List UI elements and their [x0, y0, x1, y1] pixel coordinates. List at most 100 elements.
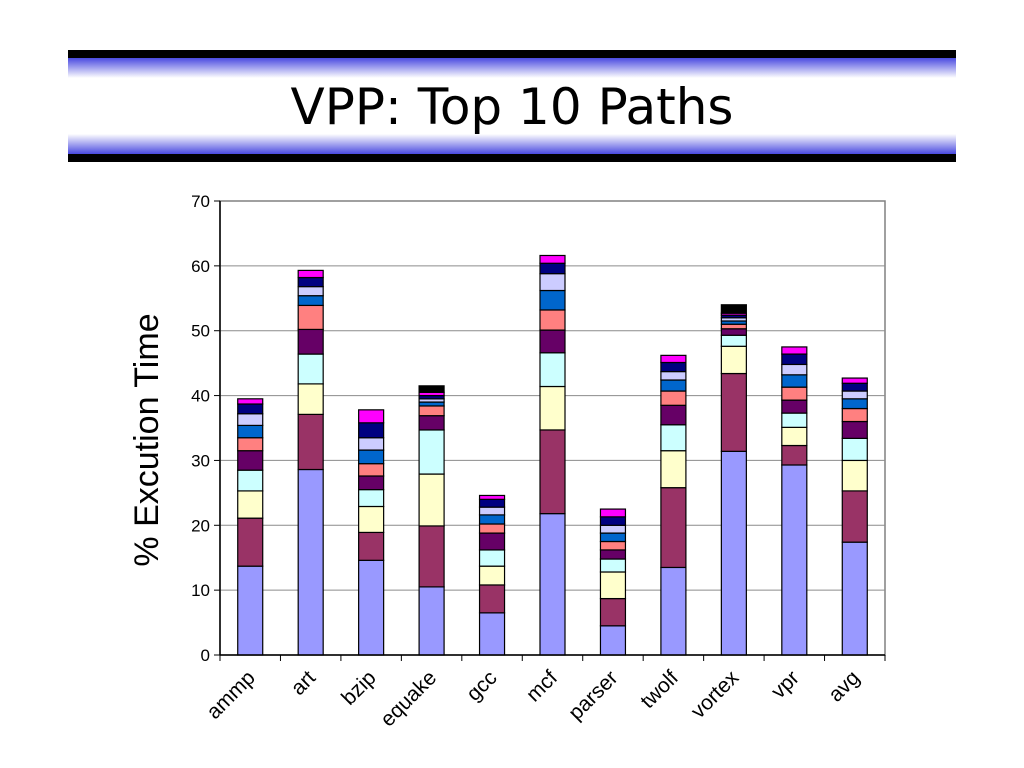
bar-segment [781, 363, 808, 376]
bar-segment [660, 361, 687, 373]
bar-segment [841, 541, 868, 656]
bar-stack-gcc [478, 494, 506, 656]
y-axis-label: % Excution Time [128, 313, 166, 566]
bar-segment [297, 413, 324, 471]
bar-segment [358, 409, 385, 424]
bar-segment [358, 559, 385, 656]
bar-segment [237, 469, 264, 492]
bar-segment [539, 329, 566, 354]
bar-segment [720, 328, 747, 336]
bar-segment [539, 254, 566, 264]
bar-segment [297, 383, 324, 415]
slide-title: VPP: Top 10 Paths [290, 78, 734, 136]
bar-segment [720, 323, 747, 330]
bar-segment [781, 399, 808, 414]
bar-segment [237, 437, 264, 452]
bar-segment [418, 415, 445, 431]
bar-segment [660, 404, 687, 426]
bar-segment [539, 309, 566, 331]
bar-segment [599, 540, 627, 551]
bar-segment [781, 444, 808, 466]
bar-segment [478, 549, 506, 567]
bar-segment [660, 450, 687, 489]
title-bar-top [68, 50, 956, 78]
x-tick-label: avg [824, 666, 864, 706]
bar-segment [841, 382, 868, 392]
bar-segment [297, 328, 324, 355]
bar-segment [237, 565, 264, 656]
x-tick-label: vortex [687, 666, 744, 723]
bar-segment [237, 490, 264, 519]
bar-segment [660, 390, 687, 406]
bar-segment [418, 385, 445, 393]
title-bar-bottom [68, 134, 956, 162]
bar-segment [297, 269, 324, 279]
bar-segment [781, 374, 808, 388]
bar-segment [720, 345, 747, 375]
bar-segment [418, 429, 445, 475]
bar-segment [841, 390, 868, 400]
bar-segment [599, 549, 627, 560]
bar-segment [418, 405, 445, 417]
bar-segment [720, 450, 747, 656]
bar-segment [478, 532, 506, 551]
bar-segment [841, 490, 868, 543]
bar-segment [418, 473, 445, 527]
bar-segment [599, 524, 627, 534]
bar-stack-avg [841, 377, 868, 656]
x-tick-label: art [287, 666, 321, 700]
bar-segment [539, 429, 566, 515]
y-tick-label: 20 [191, 516, 210, 535]
y-tick-label: 50 [191, 322, 210, 341]
bar-segment [237, 424, 264, 439]
x-tick-label: twolf [636, 666, 683, 713]
bar-segment [781, 412, 808, 428]
bar-segment [841, 398, 868, 410]
bar-segment [841, 377, 868, 384]
bar-segment [660, 424, 687, 452]
x-tick-label: parser [564, 666, 622, 724]
bar-segment [599, 508, 627, 518]
bar-segment [781, 386, 808, 401]
axes [214, 200, 886, 661]
bar-segment [478, 498, 506, 508]
bar-segment [418, 525, 445, 588]
y-tick-label: 60 [191, 257, 210, 276]
bar-segment [841, 407, 868, 423]
bar-segment [539, 385, 566, 431]
y-tick-label: 70 [191, 192, 210, 211]
bar-segment [720, 304, 747, 314]
bar-segment [237, 398, 264, 405]
y-tick-label: 10 [191, 581, 210, 600]
bar-segment [599, 532, 627, 543]
bar-segment [478, 612, 506, 656]
bar-segment [781, 426, 808, 447]
bars [237, 254, 868, 656]
bar-segment [237, 403, 264, 415]
bar-segment [660, 487, 687, 569]
bar-segment [478, 584, 506, 614]
bar-segment [297, 468, 324, 656]
bar-segment [237, 413, 264, 427]
bar-segment [358, 531, 385, 561]
bar-segment [720, 334, 747, 347]
bar-stack-vortex [720, 304, 747, 656]
x-tick-label: ammp [202, 666, 260, 724]
y-tick-label: 0 [201, 646, 210, 665]
bar-segment [297, 276, 324, 288]
x-tick-label: vpr [767, 666, 804, 703]
bar-segment [358, 475, 385, 491]
bar-segment [781, 464, 808, 656]
bar-stack-parser [599, 508, 627, 656]
bar-segment [358, 489, 385, 508]
bar-segment [358, 463, 385, 477]
bar-stack-art [297, 269, 324, 656]
bar-segment [781, 346, 808, 355]
bar-segment [720, 372, 747, 452]
bar-stack-vpr [781, 346, 808, 656]
bar-segment [237, 450, 264, 471]
bar-segment [297, 304, 324, 331]
bar-stack-twolf [660, 354, 687, 656]
bar-segment [599, 571, 627, 600]
